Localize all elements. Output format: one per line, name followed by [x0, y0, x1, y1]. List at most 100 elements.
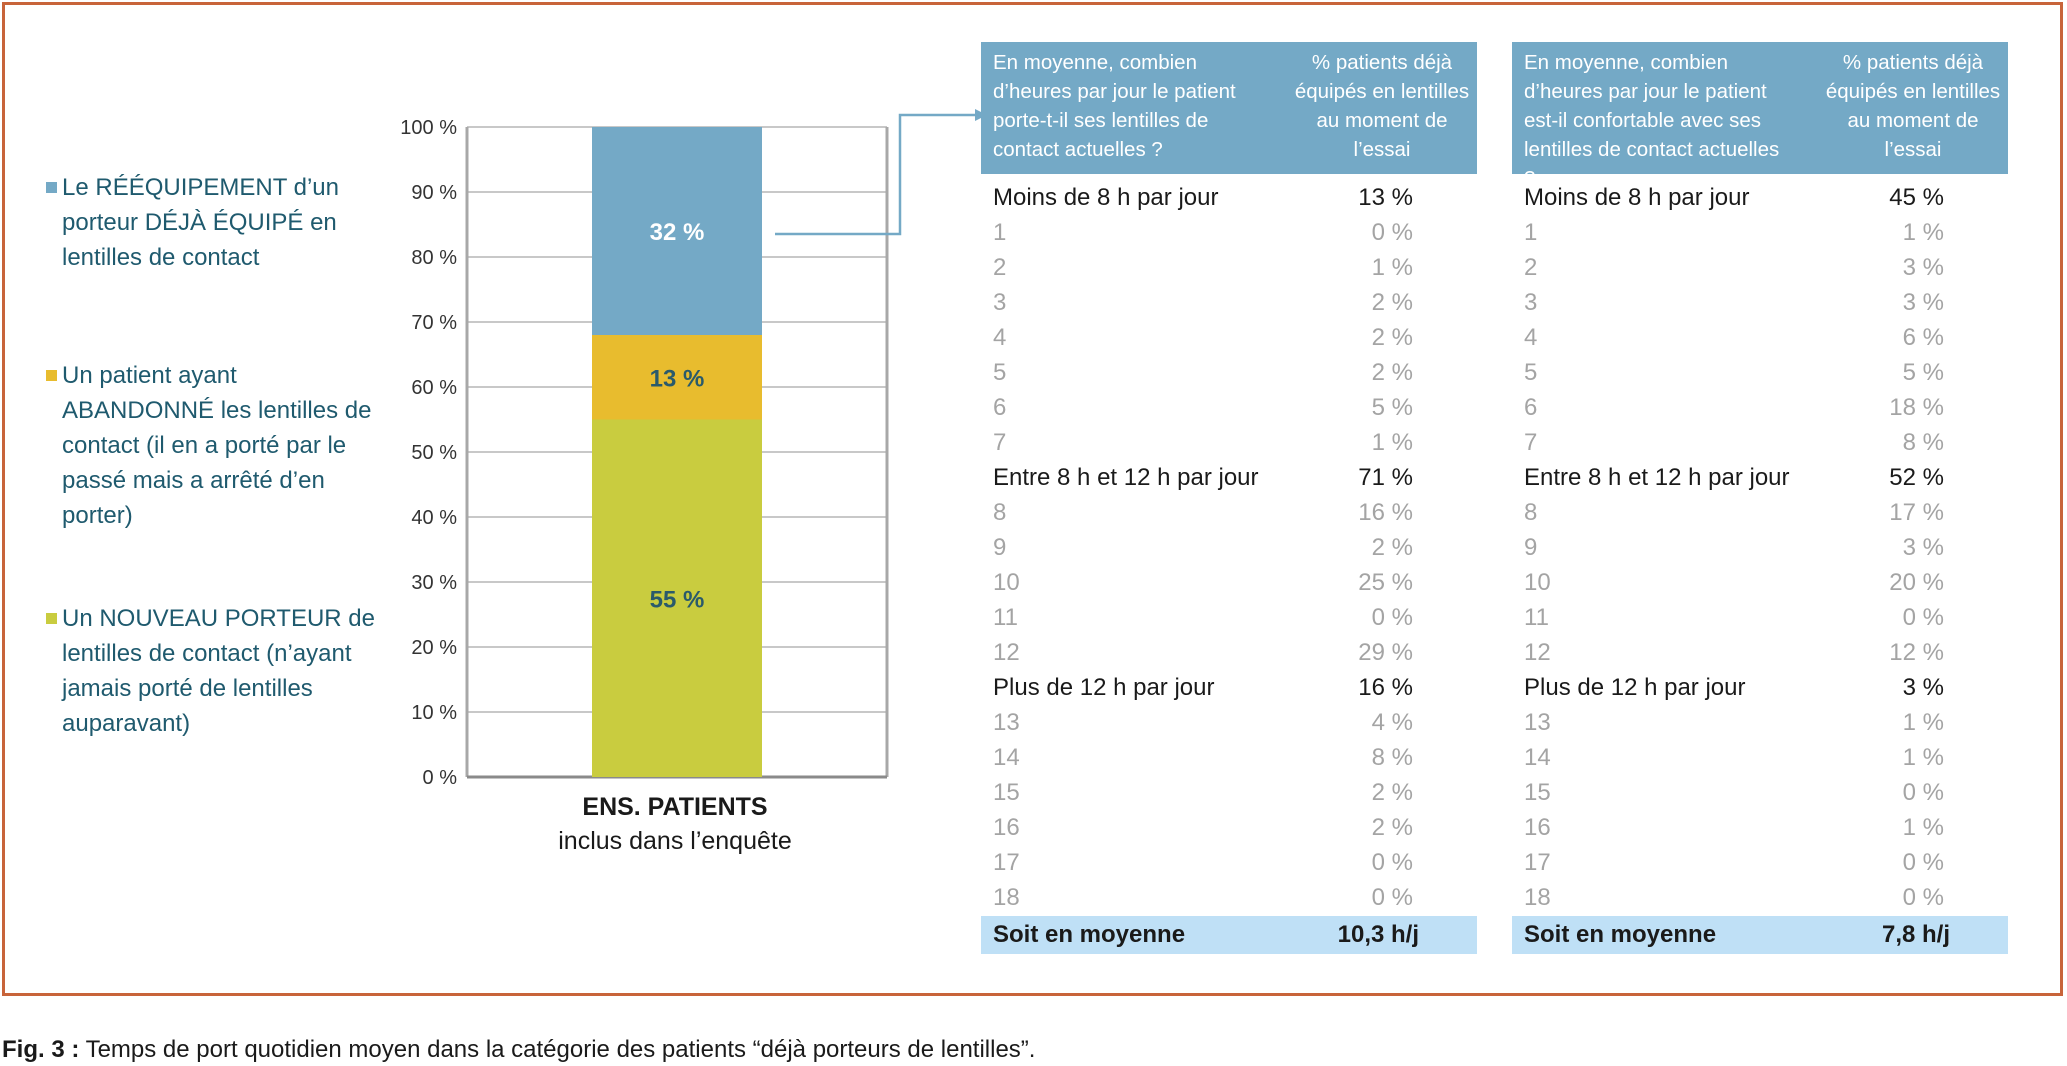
- row-value: 5 %: [1372, 390, 1413, 425]
- table-row: 13 1 %: [1512, 705, 2008, 740]
- row-label: 15: [993, 775, 1020, 810]
- row-label: 8: [1524, 495, 1537, 530]
- row-label: 17: [1524, 845, 1551, 880]
- row-label: 13: [1524, 705, 1551, 740]
- row-label: 15: [1524, 775, 1551, 810]
- bar-data-label: 13 %: [650, 365, 705, 392]
- row-label: 12: [993, 635, 1020, 670]
- y-tick-label: 50 %: [411, 442, 457, 464]
- table-group-row: Moins de 8 h par jour 45 %: [1512, 180, 2008, 215]
- table-row: 10 25 %: [981, 565, 1477, 600]
- row-value: 8 %: [1372, 740, 1413, 775]
- table-row: 8 16 %: [981, 495, 1477, 530]
- table-row: 7 1 %: [981, 425, 1477, 460]
- table-row: 15 0 %: [1512, 775, 2008, 810]
- row-label: 1: [1524, 215, 1537, 250]
- row-label: 9: [1524, 530, 1537, 565]
- y-tick-label: 80 %: [411, 247, 457, 269]
- row-value: 2 %: [1372, 810, 1413, 845]
- row-value: 71 %: [1358, 460, 1413, 495]
- table-row: 6 5 %: [981, 390, 1477, 425]
- row-value: 0 %: [1372, 215, 1413, 250]
- y-tick-label: 70 %: [411, 312, 457, 334]
- row-label: 3: [1524, 285, 1537, 320]
- legend-item-reequipement: Le RÉÉQUIPEMENT d’un porteur DÉJÀ ÉQUIPÉ…: [46, 170, 386, 275]
- row-value: 13 %: [1358, 180, 1413, 215]
- x-axis-label-sub: inclus dans l’enquête: [470, 824, 880, 858]
- row-value: 3 %: [1903, 285, 1944, 320]
- row-label: 8: [993, 495, 1006, 530]
- row-value: 1 %: [1372, 425, 1413, 460]
- row-label: 2: [993, 250, 1006, 285]
- table-footer: Soit en moyenne 10,3 h/j: [981, 916, 1477, 954]
- row-value: 1 %: [1903, 215, 1944, 250]
- table-group-row: Entre 8 h et 12 h par jour 52 %: [1512, 460, 2008, 495]
- table-row: 2 3 %: [1512, 250, 2008, 285]
- table-row: 92 %: [981, 530, 1477, 565]
- table-row: 8 17 %: [1512, 495, 2008, 530]
- table-group-row: Moins de 8 h par jour 13 %: [981, 180, 1477, 215]
- row-value: 2 %: [1372, 775, 1413, 810]
- legend-swatch-green: [46, 613, 57, 624]
- legend-item-abandon: Un patient ayant ABANDONNÉ les lentilles…: [46, 358, 386, 533]
- table-row: 14 1 %: [1512, 740, 2008, 775]
- header-question: En moyenne, combien d’heures par jour le…: [993, 48, 1263, 164]
- footer-value: 7,8 h/j: [1882, 916, 1950, 954]
- x-axis-label-bold: ENS. PATIENTS: [470, 790, 880, 824]
- row-label: 7: [993, 425, 1006, 460]
- table-group-row: Plus de 12 h par jour 16 %: [981, 670, 1477, 705]
- table-row: 52 %: [981, 355, 1477, 390]
- table-row: 18 0 %: [981, 880, 1477, 915]
- row-value: 20 %: [1889, 565, 1944, 600]
- table-row: 15 2 %: [981, 775, 1477, 810]
- row-value: 1 %: [1903, 810, 1944, 845]
- connector-line: [775, 115, 975, 234]
- y-tick-label: 20 %: [411, 637, 457, 659]
- y-tick-label: 30 %: [411, 572, 457, 594]
- row-label: Moins de 8 h par jour: [993, 180, 1218, 215]
- row-value: 0 %: [1372, 845, 1413, 880]
- row-value: 16 %: [1358, 670, 1413, 705]
- table-row: 16 2 %: [981, 810, 1477, 845]
- legend-text: Un NOUVEAU PORTEUR de lentilles de conta…: [62, 601, 386, 741]
- connector-arrow: [770, 100, 990, 250]
- legend-swatch-blue: [46, 182, 57, 193]
- row-label: 12: [1524, 635, 1551, 670]
- row-value: 2 %: [1372, 355, 1413, 390]
- table-row: 1 1 %: [1512, 215, 2008, 250]
- row-label: 16: [993, 810, 1020, 845]
- table-row: 13 4 %: [981, 705, 1477, 740]
- x-axis-label: ENS. PATIENTS inclus dans l’enquête: [470, 790, 880, 858]
- row-value: 12 %: [1889, 635, 1944, 670]
- table-row: 3 3 %: [1512, 285, 2008, 320]
- row-label: 7: [1524, 425, 1537, 460]
- table-row: 42 %: [981, 320, 1477, 355]
- table-row: 93 %: [1512, 530, 2008, 565]
- table-row: 7 8 %: [1512, 425, 2008, 460]
- row-value: 8 %: [1903, 425, 1944, 460]
- row-label: Plus de 12 h par jour: [993, 670, 1214, 705]
- bar-data-label: 55 %: [650, 586, 705, 613]
- table-row: 6 18 %: [1512, 390, 2008, 425]
- table-header: En moyenne, combien d’heures par jour le…: [1512, 42, 2008, 174]
- row-value: 0 %: [1903, 845, 1944, 880]
- header-percent: % patients déjà équipés en lentilles au …: [1293, 48, 1471, 164]
- row-value: 1 %: [1903, 705, 1944, 740]
- row-value: 0 %: [1372, 880, 1413, 915]
- row-label: 14: [1524, 740, 1551, 775]
- row-label: 11: [993, 600, 1018, 635]
- row-label: 2: [1524, 250, 1537, 285]
- y-tick-label: 90 %: [411, 182, 457, 204]
- table-wear-hours: En moyenne, combien d’heures par jour le…: [981, 42, 1477, 954]
- row-label: 16: [1524, 810, 1551, 845]
- table-footer: Soit en moyenne 7,8 h/j: [1512, 916, 2008, 954]
- row-label: Moins de 8 h par jour: [1524, 180, 1749, 215]
- row-value: 17 %: [1889, 495, 1944, 530]
- table-comfort-hours: En moyenne, combien d’heures par jour le…: [1512, 42, 2008, 954]
- y-tick-label: 40 %: [411, 507, 457, 529]
- table-row: 16 1 %: [1512, 810, 2008, 845]
- table-group-row: Entre 8 h et 12 h par jour 71 %: [981, 460, 1477, 495]
- table-row: 17 0 %: [1512, 845, 2008, 880]
- table-body: Moins de 8 h par jour 13 % 1 0 % 2 1 % 3 2 % 4 2 …: [981, 180, 1477, 915]
- row-value: 5 %: [1903, 355, 1944, 390]
